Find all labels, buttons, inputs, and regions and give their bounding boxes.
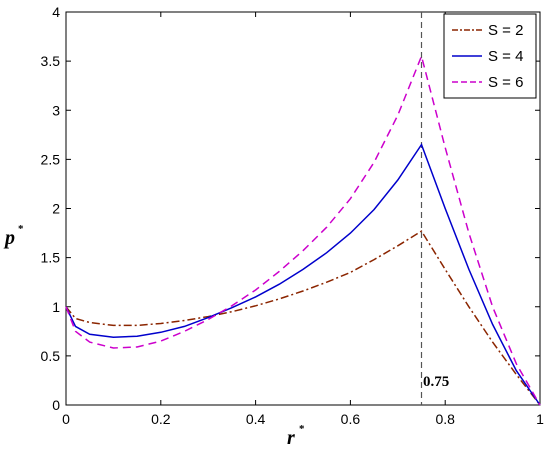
x-tick-label: 0 (62, 411, 70, 427)
legend-label-1: S = 2 (488, 22, 523, 39)
series-line-1 (65, 230, 541, 406)
y-tick-label: 4 (52, 4, 60, 20)
y-axis-label-superscript: * (18, 223, 24, 235)
legend-label-2: S = 4 (488, 48, 523, 65)
vline-annotation: 0.75 (423, 374, 449, 390)
x-tick-label: 0.6 (341, 411, 361, 427)
y-tick-label: 1.5 (41, 250, 61, 266)
x-axis-ticks: 0 0.2 0.4 0.6 0.8 1 (62, 12, 544, 427)
y-tick-label: 1 (52, 299, 60, 315)
x-axis-label-superscript: * (299, 423, 305, 435)
y-tick-label: 3.5 (41, 53, 61, 69)
y-tick-label: 0 (52, 397, 60, 413)
y-tick-label: 3 (52, 102, 60, 118)
series-line-2 (65, 142, 541, 406)
legend-label-3: S = 6 (488, 74, 523, 91)
y-tick-label: 2.5 (41, 151, 61, 167)
series-lines (65, 53, 541, 406)
x-tick-label: 0.4 (246, 411, 266, 427)
y-axis-label: p (3, 227, 15, 249)
series-line-3 (65, 53, 541, 406)
y-tick-label: 2 (52, 201, 60, 217)
x-axis-label: r (287, 427, 295, 449)
y-tick-label: 0.5 (41, 348, 61, 364)
x-tick-label: 0.8 (435, 411, 455, 427)
x-tick-label: 0.2 (151, 411, 171, 427)
legend: S = 2 S = 4 S = 6 (443, 13, 537, 99)
y-axis-ticks: 0 0.5 1 1.5 2 2.5 3 3.5 4 (41, 4, 540, 413)
x-tick-label: 1 (536, 411, 544, 427)
